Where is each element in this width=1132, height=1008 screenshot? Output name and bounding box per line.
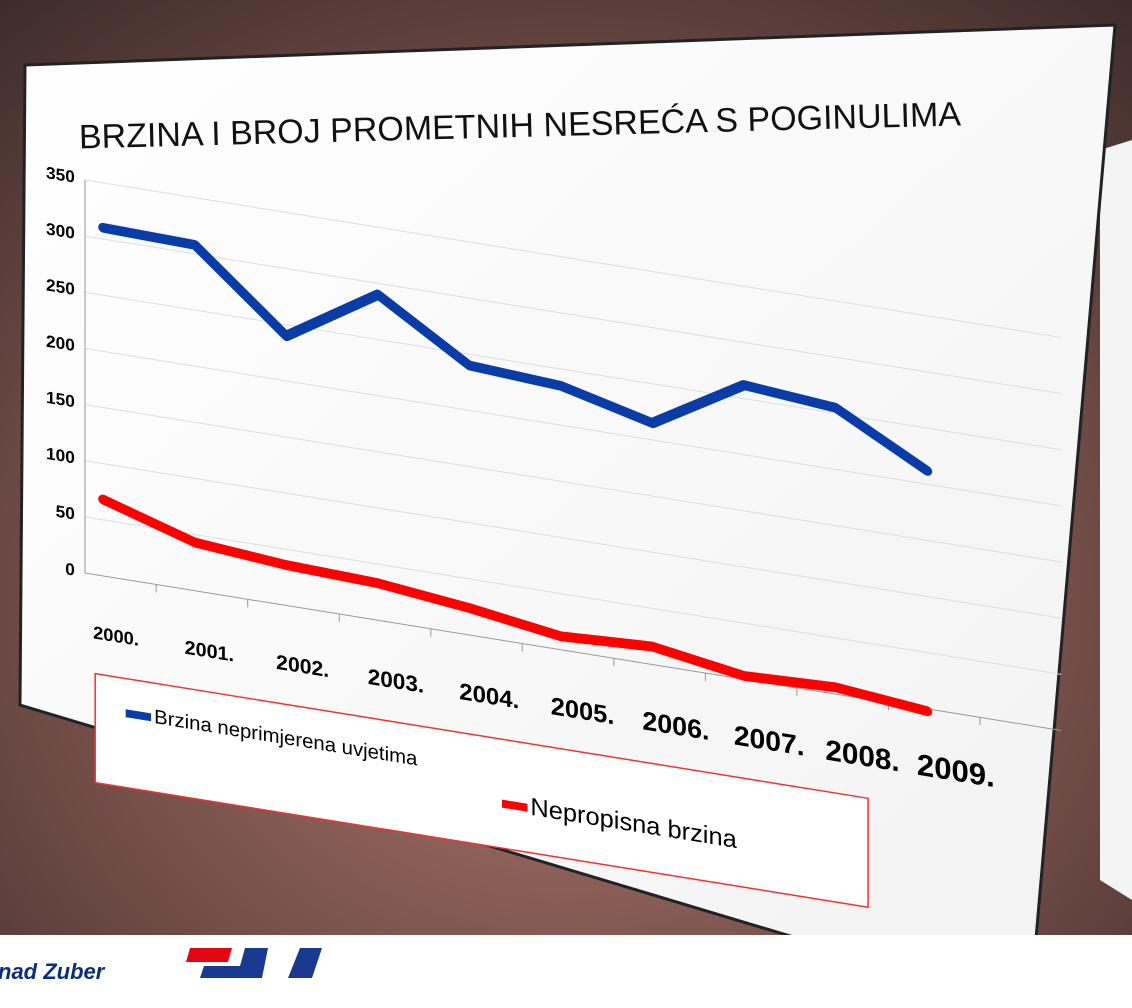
footer-bar [0, 935, 1132, 1008]
side-panel [1100, 140, 1132, 900]
grid-line [85, 347, 1062, 507]
y-tick-label: 100 [46, 443, 75, 467]
grid-line [85, 179, 1062, 338]
grid-line [85, 291, 1062, 451]
legend-box [94, 672, 869, 909]
y-tick-label: 250 [46, 275, 75, 299]
y-tick-label: 150 [46, 387, 75, 411]
y-tick-label: 350 [46, 162, 75, 186]
grid-line [85, 460, 1062, 619]
logo [186, 948, 322, 978]
grid-line [85, 235, 1062, 395]
grid-line [85, 516, 1062, 675]
footer-author: nad Zuber [0, 959, 106, 984]
y-tick-label: 200 [46, 331, 75, 355]
legend-swatch [501, 799, 528, 812]
series-line [98, 222, 933, 476]
y-tick-label: 50 [56, 501, 75, 524]
grid-line [85, 404, 1062, 563]
y-tick-label: 300 [46, 219, 75, 243]
series-line [98, 494, 933, 717]
y-tick-label: 0 [65, 559, 75, 580]
legend-swatch [125, 709, 152, 722]
